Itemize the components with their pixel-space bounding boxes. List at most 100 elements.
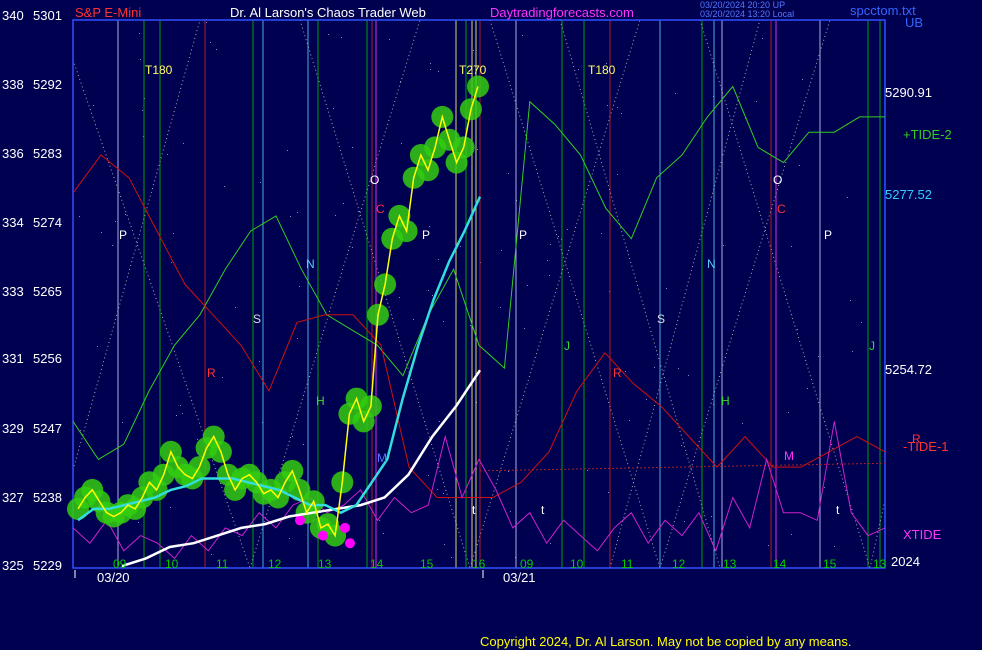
star-dot bbox=[235, 307, 236, 308]
star-dot bbox=[666, 288, 667, 289]
y-tick-inner: 5238 bbox=[33, 490, 62, 505]
star-dot bbox=[501, 250, 502, 251]
event-marker: R bbox=[912, 432, 921, 446]
star-dot bbox=[608, 492, 609, 493]
right-value-label: 5290.91 bbox=[885, 85, 932, 100]
event-marker: H bbox=[316, 394, 325, 408]
star-dot bbox=[289, 538, 290, 539]
right-value-label: 5277.52 bbox=[885, 187, 932, 202]
x-hour-tick: 09 bbox=[520, 557, 534, 571]
star-dot bbox=[850, 300, 851, 301]
star-dot bbox=[138, 522, 139, 523]
star-dot bbox=[101, 232, 102, 233]
x-hour-tick: 10 bbox=[165, 557, 179, 571]
data-series bbox=[67, 75, 886, 568]
star-dot bbox=[834, 546, 835, 547]
star-dot bbox=[335, 215, 336, 216]
star-dot bbox=[768, 545, 769, 546]
star-dot bbox=[287, 150, 288, 151]
star-dot bbox=[197, 439, 198, 440]
x-hour-tick: 15 bbox=[420, 557, 434, 571]
timestamp-line-1: 03/20/2024 20:20 UP bbox=[700, 0, 785, 10]
x-hour-tick: 11 bbox=[621, 557, 634, 571]
star-dot bbox=[383, 533, 384, 534]
x-hour-tick: 14 bbox=[773, 557, 787, 571]
reference-line bbox=[479, 462, 886, 472]
star-dot bbox=[460, 246, 461, 247]
star-dot bbox=[527, 285, 528, 286]
star-dot bbox=[451, 557, 452, 558]
star-dot bbox=[443, 493, 444, 494]
star-dot bbox=[170, 507, 171, 508]
star-dot bbox=[142, 110, 143, 111]
star-dot bbox=[558, 236, 559, 237]
event-marker: O bbox=[773, 173, 782, 187]
star-dot bbox=[115, 221, 116, 222]
star-dot bbox=[601, 233, 602, 234]
star-dot bbox=[210, 42, 211, 43]
xtide-line bbox=[72, 421, 886, 560]
star-dot bbox=[297, 212, 298, 213]
x-hour-tick: 12 bbox=[268, 557, 282, 571]
bearish-dot bbox=[340, 522, 350, 533]
x-hour-tick: 13 bbox=[318, 557, 332, 571]
star-dot bbox=[621, 113, 622, 114]
star-dot bbox=[508, 471, 509, 472]
star-dot bbox=[500, 307, 501, 308]
y-tick-outer: 334 bbox=[2, 215, 24, 230]
star-dot bbox=[428, 290, 429, 291]
star-dot bbox=[802, 79, 803, 80]
star-dot bbox=[606, 63, 607, 64]
star-dot bbox=[167, 154, 168, 155]
event-marker: O bbox=[370, 173, 379, 187]
star-dot bbox=[587, 470, 588, 471]
star-dot bbox=[607, 105, 608, 106]
event-marker: T180 bbox=[588, 63, 616, 77]
star-dot bbox=[438, 71, 439, 72]
star-dot bbox=[176, 415, 177, 416]
star-dot bbox=[473, 50, 474, 51]
star-dot bbox=[290, 216, 291, 217]
x-hour-tick: 15 bbox=[823, 557, 837, 571]
event-marker: P bbox=[519, 228, 527, 242]
star-dot bbox=[711, 516, 712, 517]
star-dot bbox=[549, 275, 550, 276]
star-dot bbox=[522, 35, 523, 36]
star-dot bbox=[328, 34, 329, 35]
y-tick-outer: 333 bbox=[2, 284, 24, 299]
y-tick-inner: 5283 bbox=[33, 146, 62, 161]
star-dot bbox=[742, 423, 743, 424]
event-marker: C bbox=[777, 202, 786, 216]
year-label: 2024 bbox=[891, 554, 920, 569]
x-hour-tick: 14 bbox=[370, 557, 384, 571]
star-dot bbox=[797, 329, 798, 330]
star-dot bbox=[259, 361, 260, 362]
x-hour-tick: 10 bbox=[570, 557, 584, 571]
bearish-dot bbox=[345, 538, 355, 549]
y-tick-inner: 5256 bbox=[33, 351, 62, 366]
event-markers: T180 T270 T180 P P P P O O C C N N S S R R R H H J J M Mt t t bbox=[119, 63, 921, 517]
star-dot bbox=[550, 543, 551, 544]
y-tick-outer: 331 bbox=[2, 351, 24, 366]
y-tick-inner: 5301 bbox=[33, 8, 62, 23]
event-marker: t bbox=[541, 503, 545, 517]
star-dot bbox=[413, 319, 414, 320]
y-tick-outer: 336 bbox=[2, 146, 24, 161]
star-dot bbox=[432, 295, 433, 296]
star-dot bbox=[756, 101, 757, 102]
star-dot bbox=[818, 356, 819, 357]
dotted-trend-lines bbox=[72, 19, 886, 569]
star-dot bbox=[799, 165, 800, 166]
time-vertical-lines bbox=[117, 20, 881, 568]
star-dot bbox=[352, 247, 353, 248]
star-dot bbox=[791, 534, 792, 535]
star-dot bbox=[173, 233, 174, 234]
x-hour-tick: 13 bbox=[873, 557, 887, 571]
event-marker: P bbox=[119, 228, 127, 242]
event-marker: C bbox=[376, 202, 385, 216]
y-axis-left: 5301 338 5292 336 5283 334 5274 333 5265… bbox=[2, 8, 62, 573]
event-marker: M bbox=[784, 449, 794, 463]
star-dot bbox=[807, 388, 808, 389]
star-dot bbox=[510, 511, 511, 512]
